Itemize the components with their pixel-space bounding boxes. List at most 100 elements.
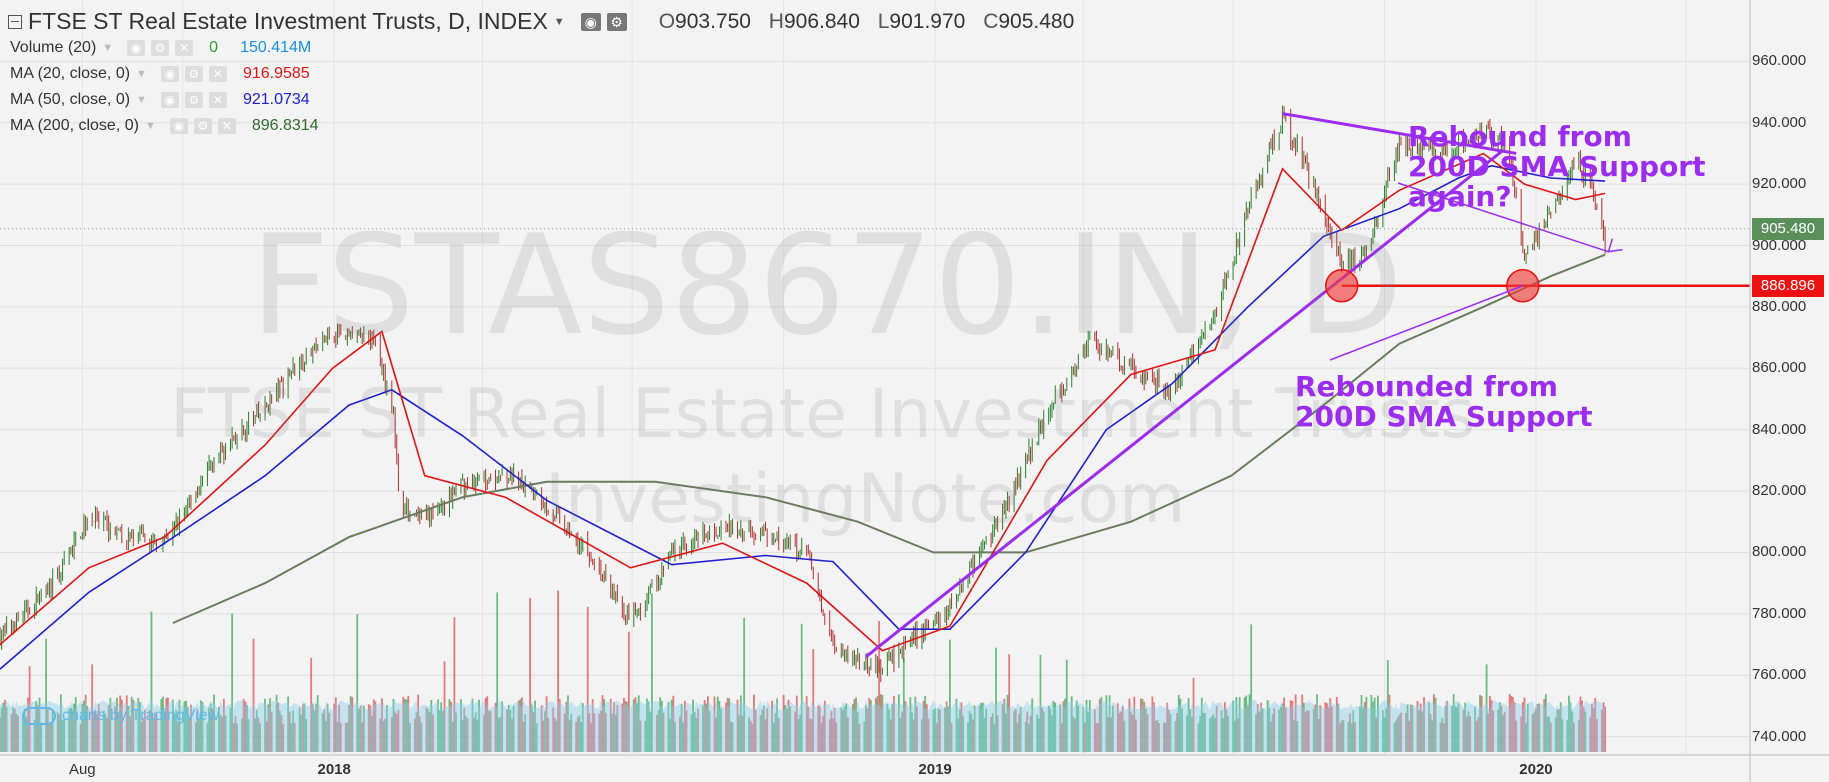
annotation-top[interactable]: Rebound from 200D SMA Support again? [1408, 120, 1706, 213]
chevron-down-icon[interactable]: ▼ [136, 94, 147, 106]
volume-bar [535, 723, 538, 752]
volume-bar [1225, 709, 1228, 752]
volume-bar [672, 695, 675, 752]
uptrend-line[interactable] [865, 149, 1504, 658]
gear-icon[interactable]: ⚙ [184, 92, 203, 108]
volume-bar [1398, 714, 1401, 752]
eye-icon[interactable]: ◉ [169, 118, 188, 134]
volume-bar [420, 722, 423, 752]
eye-icon[interactable]: ◉ [160, 92, 179, 108]
volume-bar [1123, 720, 1126, 752]
volume-bar [1018, 713, 1020, 752]
volume-bar [720, 708, 722, 752]
indicator-row[interactable]: Volume (20) ▼ ◉ ⚙ ✕ 0 150.414M [10, 39, 311, 57]
volume-bar [361, 722, 364, 752]
volume-bar [818, 706, 821, 752]
close-icon[interactable]: ✕ [208, 66, 227, 82]
volume-bar [949, 639, 951, 752]
close-icon[interactable]: ✕ [217, 118, 236, 134]
symbol-title[interactable]: FTSE ST Real Estate Investment Trusts, D… [28, 8, 548, 34]
volume-bar [1503, 712, 1506, 752]
volume-bar [74, 697, 77, 752]
volume-bar [371, 716, 373, 752]
volume-bar [1352, 710, 1355, 752]
volume-bar [603, 699, 606, 752]
volume-bar [1003, 698, 1006, 752]
y-tick-label: 780.000 [1752, 604, 1807, 622]
volume-bar [326, 703, 329, 752]
volume-bar [1014, 708, 1017, 752]
volume-bar [1544, 694, 1547, 752]
gear-icon[interactable]: ⚙ [606, 12, 627, 31]
volume-bar [1293, 719, 1295, 752]
chevron-down-icon[interactable]: ▼ [553, 15, 565, 28]
volume-bar [810, 719, 813, 752]
close-icon[interactable]: ✕ [175, 40, 194, 56]
chevron-down-icon[interactable]: ▼ [102, 42, 114, 54]
volume-bar [348, 704, 350, 752]
volume-bar [1584, 711, 1587, 752]
volume-bar [1467, 711, 1470, 752]
volume-bar [13, 708, 16, 752]
volume-bar [869, 700, 872, 752]
volume-bar [1512, 697, 1514, 752]
volume-bar [206, 722, 209, 752]
low-label: L [877, 9, 890, 33]
volume-bar [1474, 706, 1476, 752]
volume-bar [1329, 698, 1332, 752]
gear-icon[interactable]: ⚙ [193, 118, 212, 134]
volume-bar [1327, 707, 1330, 752]
volume-bar [1065, 659, 1068, 752]
volume-bar [1029, 715, 1032, 752]
top-trend-line[interactable] [1282, 112, 1517, 155]
volume-bar [1521, 702, 1524, 752]
volume-bar [1561, 719, 1564, 752]
chevron-down-icon[interactable]: ▼ [136, 68, 147, 80]
volume-bar [1209, 718, 1211, 752]
volume-bar [1488, 695, 1491, 752]
tradingview-brand[interactable]: charts by TradingView [22, 707, 219, 725]
volume-bar [1064, 698, 1067, 752]
eye-icon[interactable]: ◉ [127, 40, 146, 56]
volume-bar [544, 711, 546, 752]
volume-bar [2, 702, 5, 752]
volume-bar [1051, 715, 1053, 752]
eye-icon[interactable]: ◉ [160, 66, 179, 82]
volume-bar [636, 703, 639, 752]
annotation-bottom[interactable]: Rebounded from 200D SMA Support [1295, 370, 1593, 433]
volume-bar [409, 722, 411, 752]
chevron-down-icon[interactable]: ▼ [144, 120, 156, 132]
indicator-row[interactable]: MA (20, close, 0) ▼ ◉ ⚙ ✕ 916.9585 [10, 65, 310, 83]
volume-bar [1559, 702, 1562, 752]
gear-icon[interactable]: ⚙ [151, 40, 170, 56]
volume-bar [208, 707, 210, 752]
volume-bar [132, 699, 135, 752]
volume-bar [224, 715, 227, 752]
indicator-row[interactable]: MA (50, close, 0) ▼ ◉ ⚙ ✕ 921.0734 [10, 91, 310, 109]
volume-bar [820, 722, 823, 752]
volume-bar [488, 711, 490, 752]
volume-bar [1153, 702, 1155, 752]
volume-bar [440, 702, 443, 752]
gear-icon[interactable]: ⚙ [184, 66, 203, 82]
volume-bar [71, 711, 74, 752]
volume-bar [1526, 703, 1529, 752]
volume-bar [927, 718, 930, 752]
collapse-icon[interactable] [8, 14, 22, 29]
volume-bar [1097, 722, 1099, 752]
volume-bar [395, 713, 398, 752]
y-tick-label: 940.000 [1752, 113, 1807, 131]
volume-bar [1577, 720, 1580, 752]
eye-icon[interactable]: ◉ [580, 12, 601, 31]
indicator-row[interactable]: MA (200, close, 0) ▼ ◉ ⚙ ✕ 896.8314 [10, 117, 319, 135]
volume-bar [855, 697, 857, 752]
support-circle-1[interactable] [1324, 268, 1359, 303]
volume-bar [1510, 696, 1513, 752]
close-icon[interactable]: ✕ [208, 92, 227, 108]
volume-bar [1169, 713, 1172, 752]
volume-bar [1238, 697, 1241, 752]
volume-bar [1174, 720, 1177, 752]
volume-bar [277, 702, 280, 752]
